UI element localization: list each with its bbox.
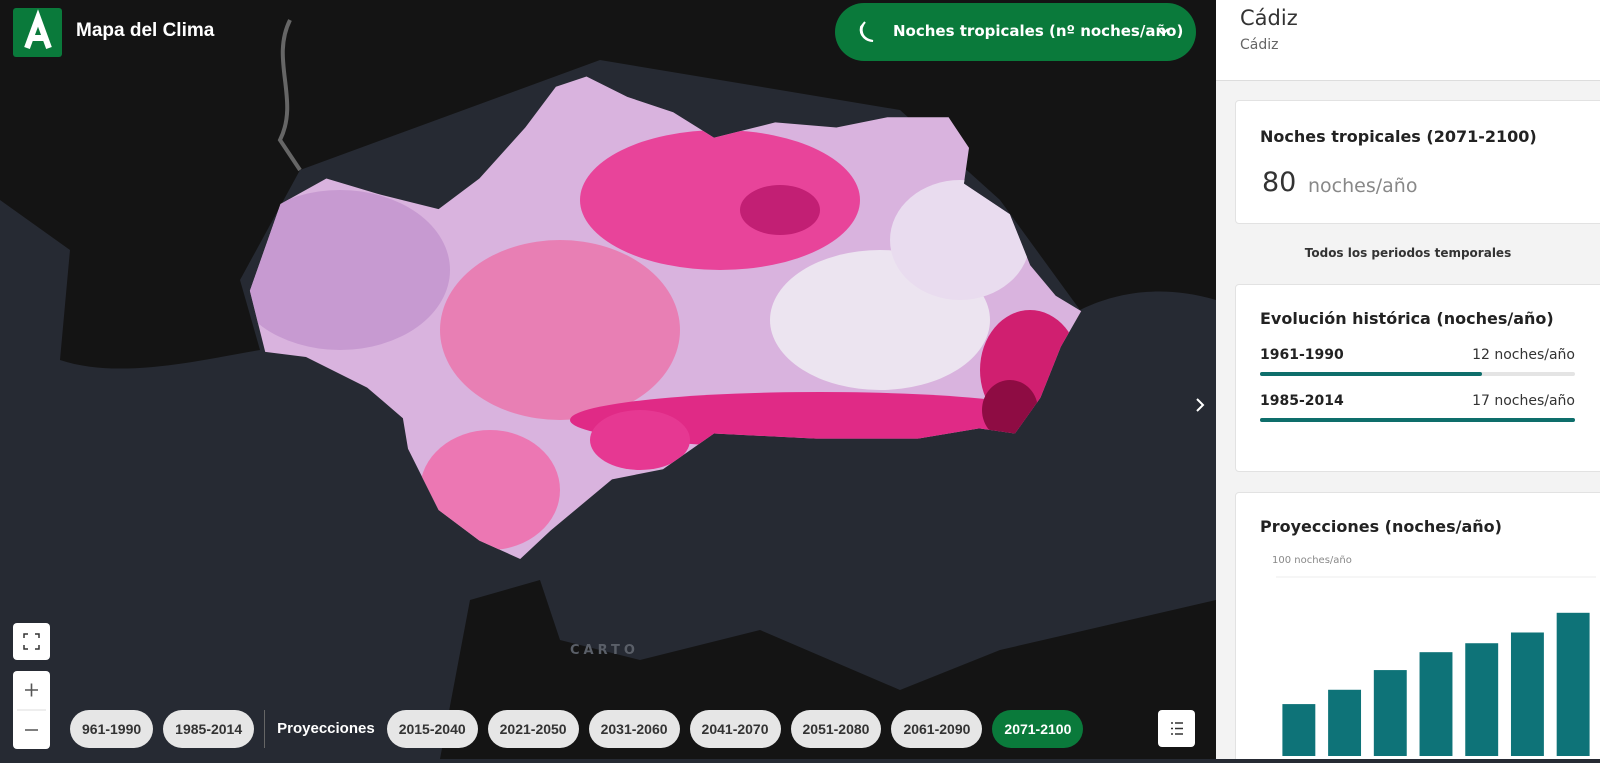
sidebar: Cádiz Cádiz Noches tropicales (2071-2100… xyxy=(1216,0,1600,759)
history-bar xyxy=(1260,372,1483,376)
chart-title: Proyecciones (noches/año) xyxy=(1260,517,1502,536)
list-icon xyxy=(1171,722,1183,735)
zoom-icons xyxy=(17,683,46,731)
legend-button[interactable] xyxy=(1158,710,1195,747)
place-title: Cádiz xyxy=(1240,6,1298,30)
bar xyxy=(1510,632,1544,756)
projections-label: Proyecciones xyxy=(264,710,377,748)
map-canvas xyxy=(0,0,1216,759)
summary-title: Noches tropicales (2071-2100) xyxy=(1260,127,1537,146)
y-tick-label: 100 noches/año xyxy=(1272,555,1352,566)
period-button[interactable]: 2071-2100 xyxy=(992,710,1084,748)
summary-value: 80 xyxy=(1262,167,1297,198)
period-button[interactable]: 1985-2014 xyxy=(163,710,255,748)
attribution: CARTO xyxy=(570,643,639,658)
bar xyxy=(1373,670,1407,756)
selector-label: Noches tropicales (nº noches/año) xyxy=(893,22,1184,40)
history-bar xyxy=(1260,418,1575,422)
period-button[interactable]: 2051-2080 xyxy=(790,710,882,748)
panel-toggle[interactable] xyxy=(1190,395,1210,415)
history-period: 1961-1990 xyxy=(1260,347,1344,363)
period-button[interactable]: 2041-2070 xyxy=(689,710,781,748)
fullscreen-button[interactable] xyxy=(13,623,50,660)
logo-icon xyxy=(24,9,52,50)
period-button[interactable]: 961-1990 xyxy=(70,710,154,748)
logo[interactable] xyxy=(13,8,62,57)
history-card: Evolución histórica (noches/año) 1961-19… xyxy=(1235,284,1600,472)
map[interactable]: Mapa del Clima Noches tropicales (nº noc… xyxy=(0,0,1216,759)
border xyxy=(277,19,302,172)
history-value: 12 noches/año xyxy=(1472,347,1575,363)
history-period: 1985-2014 xyxy=(1260,393,1344,409)
bar xyxy=(1465,643,1499,756)
zoom-control xyxy=(13,671,50,749)
period-button[interactable]: 2031-2060 xyxy=(588,710,680,748)
summary-card: Noches tropicales (2071-2100) 80 noches/… xyxy=(1235,100,1600,224)
fullscreen-icon xyxy=(23,633,40,650)
projection-chart: 100 noches/año xyxy=(1272,555,1596,756)
sidebar-header: Cádiz Cádiz xyxy=(1216,0,1600,81)
history-title: Evolución histórica (noches/año) xyxy=(1260,309,1554,328)
all-periods[interactable]: Todos los periodos temporales xyxy=(1304,246,1512,260)
place-subtitle: Cádiz xyxy=(1240,37,1279,53)
period-button[interactable]: 2021-2050 xyxy=(487,710,579,748)
variable-selector[interactable]: Noches tropicales (nº noches/año) xyxy=(835,3,1196,61)
moon-icon xyxy=(859,21,874,42)
bar xyxy=(1419,652,1453,756)
projection-card: Proyecciones (noches/año) 100 noches/año xyxy=(1235,492,1600,759)
chevron-icon xyxy=(1157,28,1169,36)
history-value: 17 noches/año xyxy=(1472,393,1575,409)
app-title: Mapa del Clima xyxy=(76,20,215,41)
bar xyxy=(1282,704,1316,756)
period-bar: 961-1990 1985-2014 Proyecciones 2015-2040 20… xyxy=(70,710,1084,748)
period-button[interactable]: 2015-2040 xyxy=(386,710,478,748)
period-button[interactable]: 2061-2090 xyxy=(891,710,983,748)
bar xyxy=(1328,689,1362,756)
bar xyxy=(1556,612,1590,756)
summary-unit: noches/año xyxy=(1308,175,1418,197)
